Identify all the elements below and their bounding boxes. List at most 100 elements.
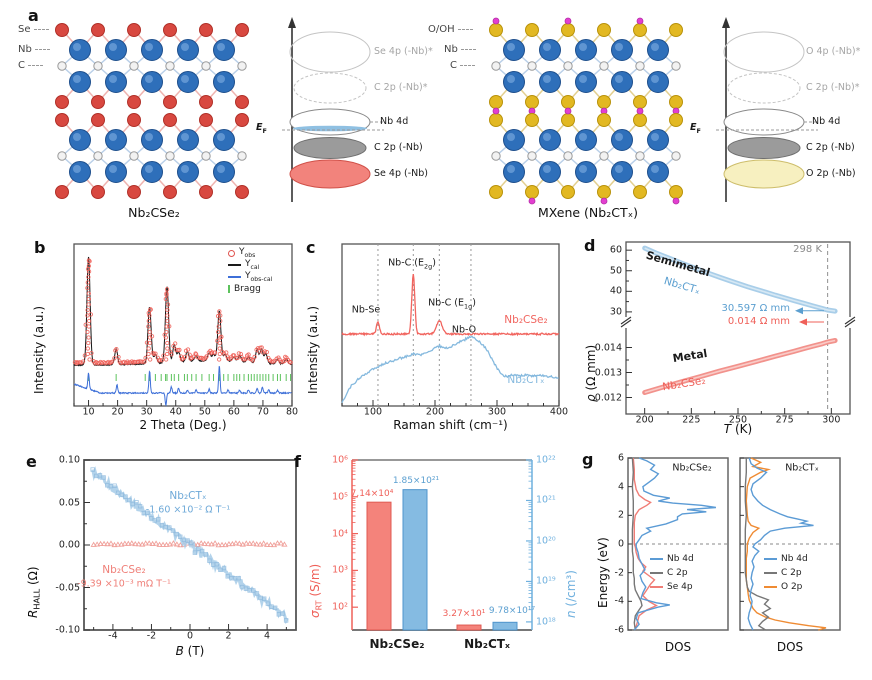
- legend-item: Yobs-cal: [228, 271, 272, 283]
- dash-connector: [27, 65, 43, 66]
- resistivity-plot: [620, 241, 856, 415]
- bar-value-n-nb2ctx: 9.78×10¹⁷: [488, 606, 536, 616]
- tick-label: 200: [425, 406, 445, 418]
- dos-band-label: O 4p (-Nb)*: [806, 46, 861, 57]
- tick-label: 10²¹: [536, 494, 556, 506]
- tick-label: 10⁶: [332, 454, 348, 466]
- bar-plot: [351, 459, 533, 631]
- line-icon: [764, 572, 777, 574]
- dos-band-label: C 2p (-Nb)*: [374, 82, 428, 93]
- hall-plot: [83, 459, 297, 631]
- category-label-nb2ctx: Nb₂CTₓ: [464, 637, 510, 651]
- tick-label: 40: [169, 406, 182, 418]
- bragg-tick-icon: [228, 285, 230, 293]
- xrd-legend: Yobs Ycal Yobs-cal Bragg: [228, 247, 272, 294]
- raman-plot: [341, 243, 560, 407]
- dos-band-label: Nb 4d: [812, 116, 841, 127]
- legend-item: C 2p: [650, 568, 694, 578]
- dash-connector: [460, 49, 476, 50]
- tick-label: 10³: [332, 564, 348, 576]
- atom-label-ooh: O/OH: [428, 24, 473, 35]
- fermi-level-label: EF: [690, 122, 701, 135]
- category-label-nb2cse2: Nb₂CSe₂: [369, 637, 425, 651]
- dos-legend-right: Nb 4d C 2p O 2p: [764, 554, 808, 592]
- line-icon: [650, 586, 663, 588]
- tick-label: -4: [614, 595, 624, 607]
- tick-label: 10: [82, 406, 95, 418]
- series-label-nb2cse2: Nb₂CSe₂: [102, 564, 146, 576]
- tick-label: 20: [111, 406, 124, 418]
- atom-label-nb: Nb: [444, 44, 476, 55]
- x-axis-label: T (K): [723, 422, 753, 436]
- dash-connector: [33, 29, 49, 30]
- obs-marker-icon: [228, 249, 235, 257]
- y-axis-label: Intensity (a.u.): [306, 306, 320, 394]
- cal-line-icon: [228, 264, 241, 266]
- annotation-resistivity-red: 0.014 Ω mm: [727, 316, 790, 327]
- dos-legend-left: Nb 4d C 2p Se 4p: [650, 554, 694, 592]
- subpanel-title-nb2cse2: Nb₂CSe₂: [672, 462, 712, 474]
- dos-schematic-mxene: [716, 17, 818, 202]
- slope-label-nb2ctx: -1.60 ×10⁻² Ω T⁻¹: [145, 504, 231, 516]
- tick-label: 50: [609, 265, 622, 277]
- tick-label: -6: [614, 624, 624, 636]
- x-axis-label-right: DOS: [776, 640, 804, 654]
- peak-label-nbse: Nb-Se: [351, 304, 381, 316]
- panel-label-e: e: [26, 452, 37, 471]
- fermi-level-label: EF: [256, 122, 267, 135]
- resistivity-chart: ρ (Ω mm) T (K) Semimetal Nb₂CTₓ Metal Nb…: [578, 232, 872, 450]
- tick-label: 0.00: [58, 539, 80, 551]
- crystal-structure-nb2cse2: [55, 23, 249, 199]
- series-label-nb2ctx: Nb₂CTₓ: [169, 490, 207, 502]
- slope-label-nb2cse2: -9.39 ×10⁻³ mΩ T⁻¹: [77, 578, 171, 590]
- hall-chart: RHALL (Ω) B (T) Nb₂CTₓ -1.60 ×10⁻² Ω T⁻¹…: [20, 448, 316, 674]
- x-axis-label: 2 Theta (Deg.): [139, 418, 227, 432]
- legend-item: Nb 4d: [764, 554, 808, 564]
- tick-label: 2: [225, 630, 232, 642]
- xrd-chart: Intensity (a.u.) 2 Theta (Deg.) Yobs Yca…: [28, 234, 314, 448]
- tick-label: 10²: [332, 601, 348, 613]
- tick-label: 4: [617, 481, 624, 493]
- y-axis-label: RHALL (Ω): [26, 566, 42, 618]
- peak-label-nbc-e1g: Nb-C (E1g): [428, 297, 476, 311]
- tick-label: 80: [285, 406, 299, 418]
- bar-value-sigma-nb2cse2: 7.14×10⁴: [350, 489, 394, 499]
- dos-band-label: Se 4p (-Nb): [374, 168, 428, 179]
- y-axis-label: Intensity (a.u.): [32, 306, 46, 394]
- tick-label: 0: [186, 630, 194, 642]
- line-icon: [764, 558, 777, 560]
- tick-label: 70: [256, 406, 269, 418]
- annotation-resistivity-blue: 30.597 Ω mm: [721, 303, 790, 314]
- series-label-nb2ctx: Nb₂CTₓ: [507, 374, 545, 386]
- panel-label-b: b: [34, 238, 46, 257]
- tick-label: 30: [609, 306, 622, 318]
- atom-label-se: Se: [18, 24, 49, 35]
- series-label-nb2cse2: Nb₂CSe₂: [504, 314, 548, 326]
- tick-label: 6: [617, 452, 624, 464]
- tick-label: 2: [617, 509, 624, 521]
- dos-band-label: C 2p (-Nb): [806, 142, 855, 153]
- diff-line-icon: [228, 276, 241, 278]
- panel-label-d: d: [584, 236, 596, 255]
- tick-label: 10²⁰: [536, 535, 556, 547]
- dos-plot: [627, 457, 841, 631]
- dash-connector: [457, 29, 473, 30]
- caption-mxene: MXene (Nb₂CTₓ): [537, 205, 639, 220]
- left-axis-label: σRT (S/m): [308, 563, 324, 618]
- tick-label: 10²²: [536, 454, 556, 466]
- tick-label: 50: [198, 406, 211, 418]
- dos-chart: Energy (eV) Nb₂CSe₂ Nb₂CTₓ Nb 4d C 2p Se…: [588, 448, 872, 674]
- tick-label: -2: [614, 567, 624, 579]
- line-icon: [650, 558, 663, 560]
- x-axis-label: Raman shift (cm⁻¹): [393, 418, 508, 432]
- tick-label: 40: [609, 285, 622, 297]
- transport-bar-chart: σRT (S/m) n (/cm³) 7.14×10⁴ 1.85×10²¹ 3.…: [306, 448, 592, 674]
- right-axis-label: n (/cm³): [564, 570, 578, 618]
- panel-label-c: c: [306, 238, 316, 257]
- raman-chart: Intensity (a.u.) Raman shift (cm⁻¹) Nb-S…: [300, 234, 580, 448]
- tick-label: 4: [264, 630, 271, 642]
- panel-label-a: a: [28, 6, 39, 25]
- x-axis-label: B (T): [175, 644, 205, 658]
- legend-item: Ycal: [228, 259, 272, 271]
